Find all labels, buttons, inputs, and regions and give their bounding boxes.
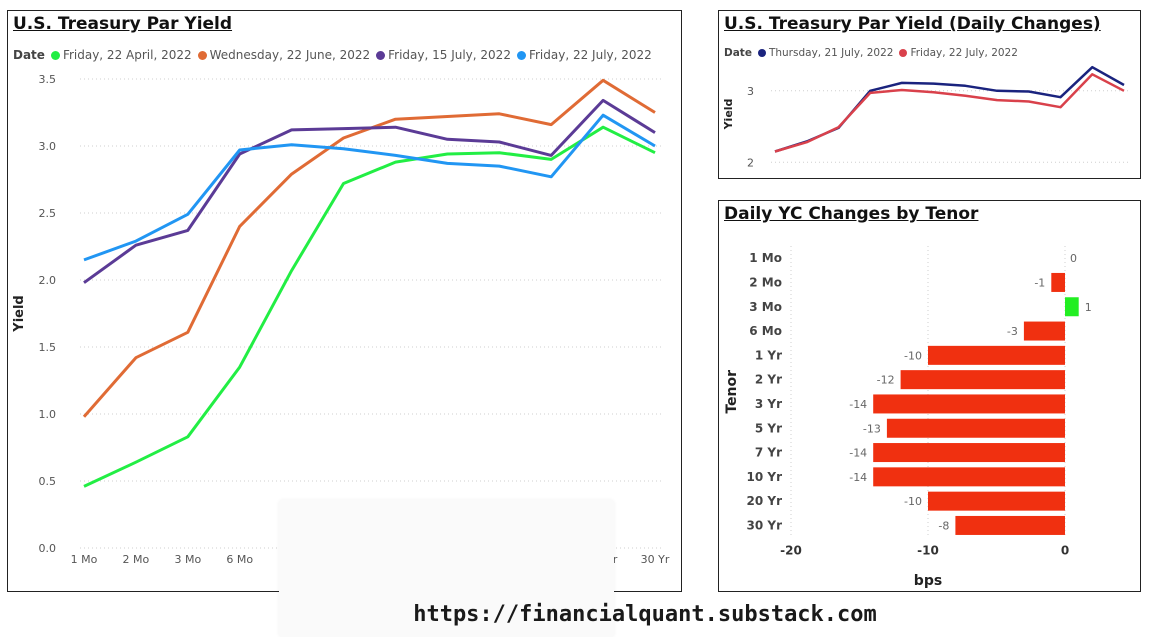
chart-title: U.S. Treasury Par Yield [13, 14, 233, 34]
data-label: -3 [1007, 325, 1018, 338]
x-tick-label: 3 Mo [174, 553, 201, 566]
data-label: -14 [849, 471, 867, 484]
series-line [82, 78, 656, 418]
chart-legend: Date Friday, 22 April, 2022 Wednesday, 2… [13, 48, 658, 62]
chart-legend: Date Thursday, 21 July, 2022 Friday, 22 … [724, 47, 1024, 59]
legend-item[interactable]: Friday, 22 April, 2022 [50, 48, 192, 62]
data-label: -10 [904, 349, 922, 362]
legend-item[interactable]: Thursday, 21 July, 2022 [757, 47, 894, 59]
y-tick-label: 2 Yr [755, 373, 782, 387]
data-label: -14 [849, 398, 867, 411]
legend-swatch [197, 50, 207, 60]
y-tick-label: 10 Yr [747, 470, 783, 484]
yield-curve-plot[interactable]: 0.0 0.5 1.0 1.5 2.0 2.5 3.0 3.5 1 Mo 2 Mo 3 Mo 6 Mo… [8, 11, 681, 591]
legend-swatch [899, 49, 908, 57]
x-tick-label: 6 Mo [226, 553, 253, 566]
y-tick-label: 3 Mo [749, 300, 782, 314]
blank-overlay-card [279, 500, 614, 637]
tenor-changes-panel: Daily YC Changes by Tenor -20 -10 0 bps Teno… [718, 200, 1141, 592]
legend-item[interactable]: Friday, 15 July, 2022 [376, 48, 511, 62]
series-line [83, 98, 656, 284]
y-tick-label: 3.5 [39, 73, 57, 86]
footer-url[interactable]: https://financialquant.substack.com [413, 602, 877, 627]
legend-label: Friday, 22 July, 2022 [528, 48, 652, 62]
x-tick-label: 30 Yr [641, 553, 670, 566]
y-axis-title: Yield [722, 99, 735, 131]
x-tick-label: -20 [780, 544, 802, 558]
y-axis-title: Yield [12, 295, 27, 332]
legend-item[interactable]: Wednesday, 22 June, 2022 [197, 48, 371, 62]
y-tick-label: 2.5 [39, 207, 57, 220]
yield-curve-panel: U.S. Treasury Par Yield Date Friday, 22 … [7, 10, 682, 592]
y-tick-label: 0.0 [39, 542, 57, 555]
chart-title: U.S. Treasury Par Yield (Daily Changes) [724, 14, 1101, 34]
bar [873, 467, 1065, 487]
bar [873, 394, 1065, 414]
y-tick-label: 30 Yr [747, 518, 783, 532]
legend-label: Thursday, 21 July, 2022 [768, 47, 894, 59]
legend-label: Friday, 15 July, 2022 [388, 48, 511, 62]
legend-swatch [376, 50, 386, 60]
legend-title: Date [724, 47, 752, 59]
bar [955, 515, 1065, 535]
x-tick-label: 1 Mo [71, 553, 98, 566]
y-tick-label: 2.0 [39, 274, 57, 287]
data-label: -12 [877, 374, 895, 387]
y-tick-label: 2 [747, 156, 754, 169]
y-tick-label: 1.0 [39, 408, 57, 421]
legend-label: Friday, 22 April, 2022 [62, 48, 192, 62]
data-label: 0 [1070, 252, 1077, 265]
legend-swatch [757, 49, 766, 57]
bar [1023, 321, 1065, 341]
bar [1051, 272, 1065, 292]
y-tick-label: 0.5 [39, 475, 57, 488]
data-label: 1 [1085, 301, 1092, 314]
x-tick-label: 0 [1061, 544, 1069, 558]
data-label: -8 [938, 519, 949, 532]
bar [1065, 297, 1079, 317]
legend-label: Wednesday, 22 June, 2022 [209, 48, 371, 62]
data-label: -10 [904, 495, 922, 508]
y-tick-label: 1 Yr [755, 348, 782, 362]
data-label: -13 [863, 422, 881, 435]
legend-item[interactable]: Friday, 22 July, 2022 [899, 47, 1018, 59]
bar [900, 370, 1065, 390]
bar [886, 418, 1065, 438]
y-tick-label: 3.0 [39, 140, 57, 153]
series-line [83, 113, 656, 262]
legend-item[interactable]: Friday, 22 July, 2022 [516, 48, 652, 62]
legend-label: Friday, 22 July, 2022 [910, 47, 1018, 59]
y-tick-label: 1 Mo [749, 251, 782, 265]
y-tick-label: 5 Yr [755, 421, 782, 435]
y-tick-label: 1.5 [39, 341, 57, 354]
daily-changes-plot[interactable]: 2 3 Yield [719, 11, 1140, 178]
legend-title: Date [13, 48, 45, 62]
daily-changes-panel: U.S. Treasury Par Yield (Daily Changes) … [718, 10, 1141, 179]
y-tick-label: 3 [747, 85, 754, 98]
y-tick-label: 2 Mo [749, 275, 782, 289]
bar [928, 491, 1065, 511]
x-tick-label: -10 [917, 544, 939, 558]
x-tick-label: 2 Mo [123, 553, 150, 566]
series-line [774, 65, 1125, 153]
legend-swatch [516, 50, 526, 60]
series-line [83, 125, 656, 488]
chart-title: Daily YC Changes by Tenor [724, 204, 979, 224]
y-axis-title: Tenor [724, 370, 740, 414]
bar [873, 443, 1065, 463]
data-label: -14 [849, 447, 867, 460]
y-tick-label: 3 Yr [755, 397, 782, 411]
y-tick-label: 7 Yr [755, 446, 782, 460]
legend-swatch [50, 50, 60, 60]
y-tick-label: 20 Yr [747, 494, 783, 508]
x-axis-title: bps [914, 573, 942, 589]
y-tick-label: 6 Mo [749, 324, 782, 338]
tenor-changes-plot[interactable]: -20 -10 0 bps Tenor 1 Mo 0 2 Mo -1 3 Mo 1 6 Mo -3 1 Y… [719, 201, 1140, 591]
bar [928, 345, 1065, 365]
series-line [774, 73, 1125, 153]
data-label: -1 [1034, 276, 1045, 289]
